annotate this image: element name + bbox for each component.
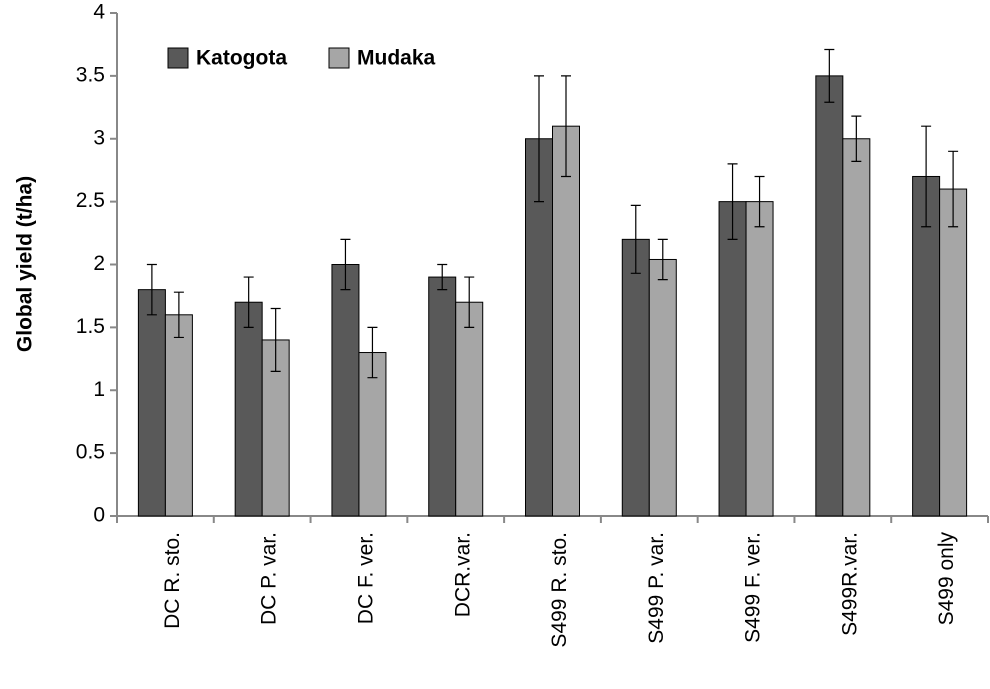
error-bar xyxy=(367,326,378,379)
x-tick-label: DCR.var. xyxy=(451,532,474,617)
y-axis-label: Global yield (t/ha) xyxy=(14,176,37,352)
y-tick-label: 2 xyxy=(93,252,105,275)
error-bar xyxy=(754,175,765,228)
y-tick-label: 4 xyxy=(93,1,105,24)
legend-swatch xyxy=(328,47,350,69)
error-bar xyxy=(340,238,351,291)
bar xyxy=(164,314,193,517)
legend-label: Katogota xyxy=(196,47,287,70)
error-bar xyxy=(270,307,281,372)
error-bar xyxy=(534,75,544,203)
bar xyxy=(842,138,871,517)
x-tick-label: S499 only xyxy=(935,532,958,626)
x-tick-label: S499 P. var. xyxy=(645,532,668,644)
error-bar xyxy=(851,115,862,162)
error-bar xyxy=(921,125,932,228)
legend-swatch xyxy=(167,47,189,69)
bar xyxy=(552,125,580,517)
bar xyxy=(648,258,677,517)
x-tick-label: DC R. sto. xyxy=(161,532,184,629)
error-bar xyxy=(727,163,738,240)
x-tick-label: S499 R. sto. xyxy=(548,532,571,648)
x-tick-label: S499R.var. xyxy=(838,532,861,636)
bar xyxy=(358,352,387,517)
bar xyxy=(428,276,457,517)
error-bar xyxy=(561,75,571,178)
x-tick-label: DC P. var. xyxy=(258,532,281,625)
bar xyxy=(718,201,747,517)
x-tick-label: DC F. ver. xyxy=(354,532,377,624)
error-bar xyxy=(630,204,641,274)
bar xyxy=(234,301,263,517)
error-bar xyxy=(243,276,254,328)
y-tick-label: 3.5 xyxy=(76,63,105,86)
error-bar xyxy=(464,276,475,328)
bar xyxy=(745,201,774,517)
error-bar xyxy=(824,48,835,103)
error-bar xyxy=(657,238,668,281)
error-bar xyxy=(437,263,448,291)
y-tick-label: 0 xyxy=(93,504,105,527)
legend-label: Mudaka xyxy=(357,47,436,70)
y-tick-label: 3 xyxy=(93,126,105,149)
error-bar xyxy=(948,150,959,228)
error-bar xyxy=(173,291,184,339)
bar xyxy=(331,264,360,517)
bar xyxy=(137,289,166,517)
bar xyxy=(455,301,484,517)
bar xyxy=(815,75,844,517)
error-bar xyxy=(146,263,157,316)
bar xyxy=(939,188,968,517)
bar xyxy=(912,175,941,517)
y-tick-label: 0.5 xyxy=(76,441,105,464)
bar xyxy=(621,238,650,517)
x-tick-label: S499 F. ver. xyxy=(742,532,765,643)
y-tick-label: 1 xyxy=(93,378,105,401)
y-tick-label: 1.5 xyxy=(76,315,105,338)
y-tick-label: 2.5 xyxy=(76,189,105,212)
